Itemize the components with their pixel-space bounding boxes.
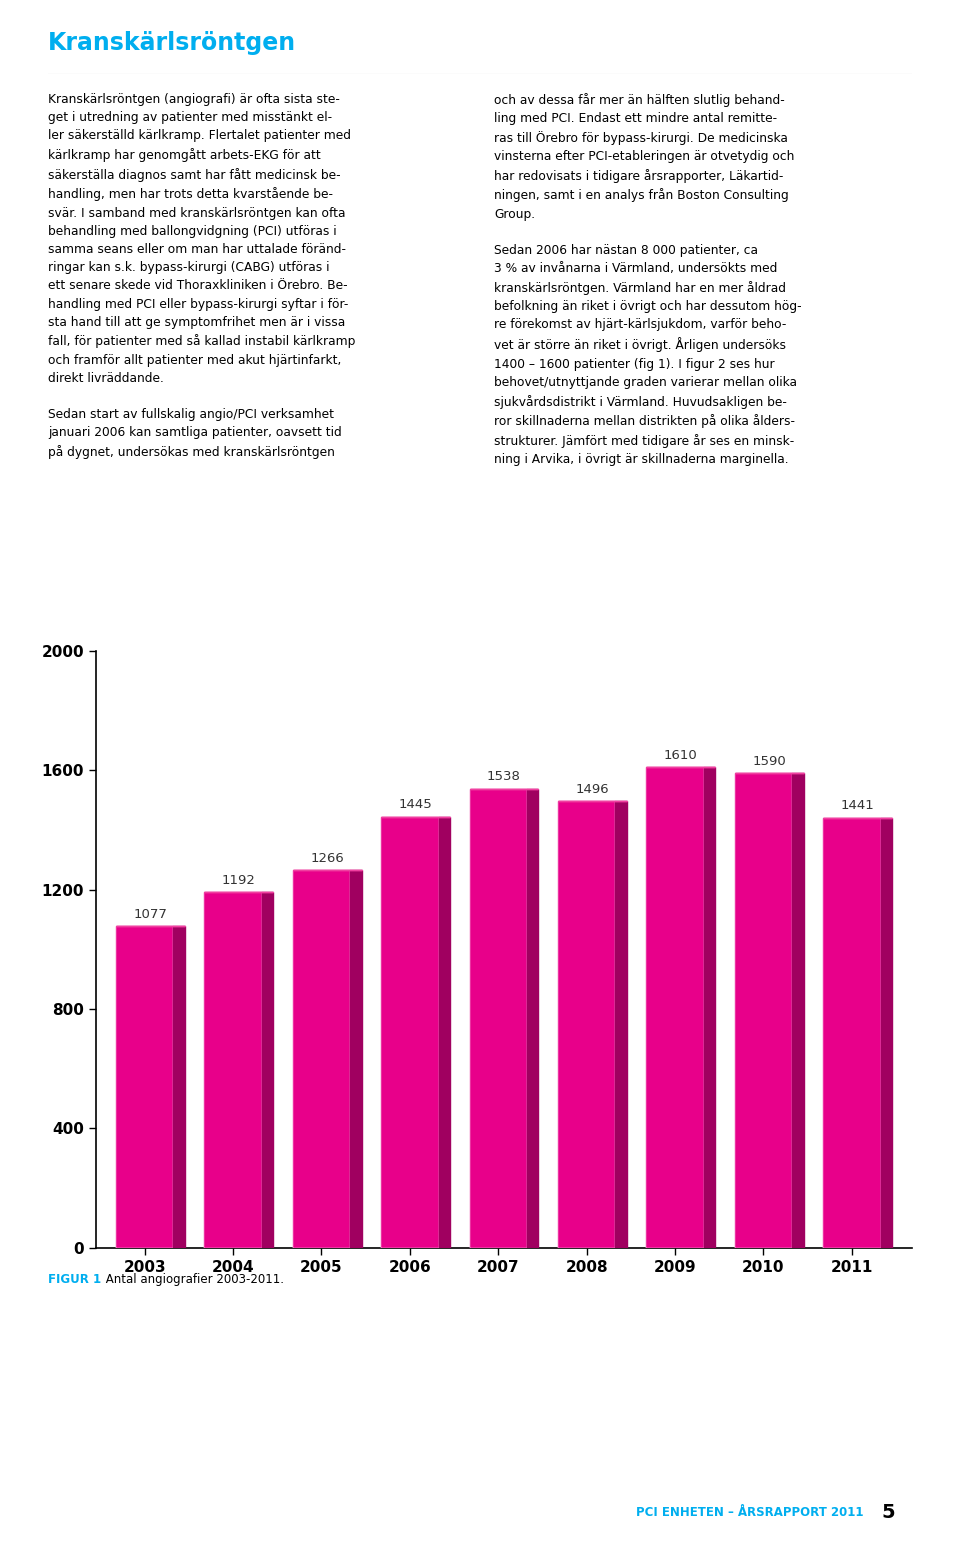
- Text: FIGUR 1: FIGUR 1: [48, 1273, 101, 1286]
- Polygon shape: [469, 789, 527, 1248]
- Polygon shape: [174, 927, 185, 1248]
- Polygon shape: [527, 789, 539, 1248]
- Text: och av dessa får mer än hälften slutlig behand-
ling med PCI. Endast ett mindre : och av dessa får mer än hälften slutlig …: [494, 93, 802, 467]
- Polygon shape: [262, 893, 274, 1248]
- Polygon shape: [116, 927, 174, 1248]
- Polygon shape: [880, 818, 892, 1248]
- Text: 1441: 1441: [841, 800, 875, 812]
- Text: 1590: 1590: [753, 755, 786, 767]
- Text: Kranskärlsröntgen: Kranskärlsröntgen: [48, 31, 296, 56]
- Polygon shape: [293, 870, 350, 1248]
- Text: 1266: 1266: [310, 851, 344, 865]
- Text: 1496: 1496: [576, 783, 610, 797]
- Polygon shape: [823, 818, 880, 1248]
- Polygon shape: [439, 817, 450, 1248]
- Text: 5: 5: [882, 1502, 896, 1522]
- Polygon shape: [734, 773, 792, 1248]
- Polygon shape: [704, 767, 715, 1248]
- Text: PCI ENHETEN – ÅRSRAPPORT 2011: PCI ENHETEN – ÅRSRAPPORT 2011: [636, 1505, 863, 1519]
- Text: Antal angiografier 2003-2011.: Antal angiografier 2003-2011.: [102, 1273, 284, 1286]
- Text: 1445: 1445: [398, 798, 432, 811]
- Text: 1077: 1077: [133, 908, 167, 921]
- Text: Kranskärlsröntgen (angiografi) är ofta sista ste-
get i utredning av patienter m: Kranskärlsröntgen (angiografi) är ofta s…: [48, 93, 355, 459]
- Text: 1538: 1538: [487, 770, 521, 783]
- Polygon shape: [381, 817, 439, 1248]
- Text: 1610: 1610: [664, 749, 698, 763]
- Polygon shape: [792, 773, 804, 1248]
- Polygon shape: [615, 801, 627, 1248]
- Polygon shape: [558, 801, 615, 1248]
- Text: 1192: 1192: [222, 874, 255, 887]
- Polygon shape: [204, 893, 262, 1248]
- Polygon shape: [350, 870, 362, 1248]
- Polygon shape: [646, 767, 704, 1248]
